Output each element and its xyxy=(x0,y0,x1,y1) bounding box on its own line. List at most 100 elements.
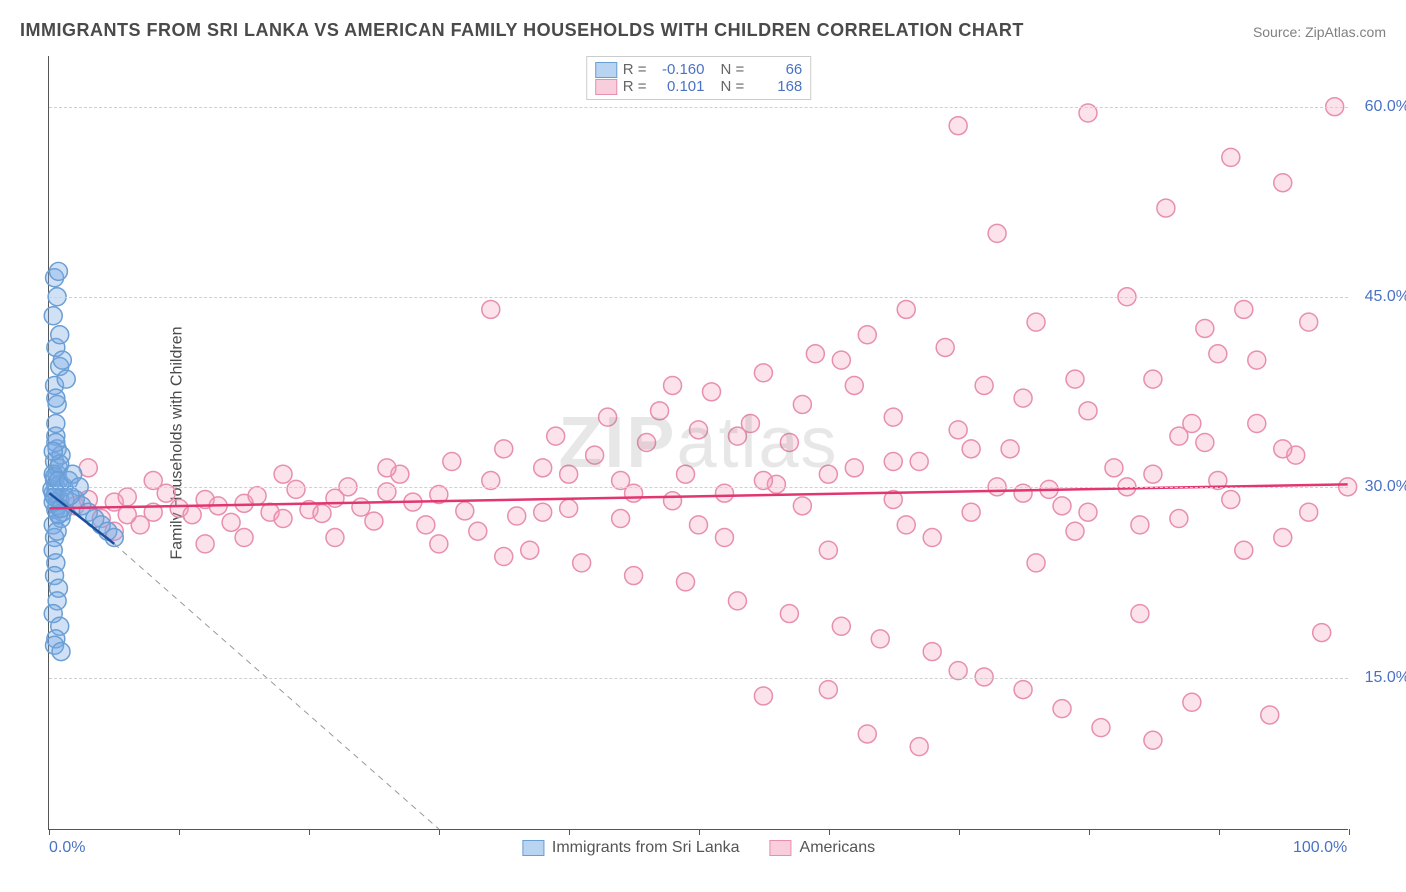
data-point xyxy=(443,453,461,471)
data-point xyxy=(48,522,66,540)
data-point xyxy=(1157,199,1175,217)
data-point xyxy=(274,465,292,483)
data-point xyxy=(47,415,65,433)
data-point xyxy=(728,427,746,445)
x-tick xyxy=(569,829,570,835)
data-point xyxy=(118,506,136,524)
data-point xyxy=(832,351,850,369)
n-label: N = xyxy=(721,78,745,95)
data-point xyxy=(677,465,695,483)
scatter-svg xyxy=(49,56,1348,829)
data-point xyxy=(1300,313,1318,331)
data-point xyxy=(534,459,552,477)
y-tick-label: 30.0% xyxy=(1365,478,1406,496)
data-point xyxy=(599,408,617,426)
data-point xyxy=(1079,402,1097,420)
data-point xyxy=(1079,503,1097,521)
x-tick xyxy=(309,829,310,835)
data-point xyxy=(690,421,708,439)
data-point xyxy=(1066,522,1084,540)
data-point xyxy=(1066,370,1084,388)
data-point xyxy=(1053,497,1071,515)
data-point xyxy=(1222,491,1240,509)
data-point xyxy=(1235,541,1253,559)
data-point xyxy=(858,725,876,743)
data-point xyxy=(664,492,682,510)
data-point xyxy=(910,738,928,756)
n-value-1: 66 xyxy=(750,61,802,78)
data-point xyxy=(417,516,435,534)
data-point xyxy=(1014,389,1032,407)
data-point xyxy=(677,573,695,591)
n-label: N = xyxy=(721,61,745,78)
x-tick xyxy=(959,829,960,835)
r-value-2: 0.101 xyxy=(653,78,705,95)
x-tick xyxy=(49,829,50,835)
data-point xyxy=(235,529,253,547)
data-point xyxy=(754,364,772,382)
x-tick xyxy=(1349,829,1350,835)
data-point xyxy=(651,402,669,420)
data-point xyxy=(1313,624,1331,642)
data-point xyxy=(44,442,62,460)
x-tick xyxy=(699,829,700,835)
x-tick xyxy=(1219,829,1220,835)
data-point xyxy=(61,487,79,505)
data-point xyxy=(183,506,201,524)
data-point xyxy=(1209,345,1227,363)
data-point xyxy=(560,465,578,483)
data-point xyxy=(495,440,513,458)
series-legend: Immigrants from Sri Lanka Americans xyxy=(522,839,875,857)
series-name-2: Americans xyxy=(800,839,876,857)
r-label: R = xyxy=(623,78,647,95)
legend-item-1: Immigrants from Sri Lanka xyxy=(522,839,740,857)
y-tick-label: 60.0% xyxy=(1365,98,1406,116)
data-point xyxy=(1248,415,1266,433)
data-point xyxy=(962,503,980,521)
x-tick-label: 0.0% xyxy=(49,839,85,857)
data-point xyxy=(1027,554,1045,572)
data-point xyxy=(884,408,902,426)
data-point xyxy=(949,117,967,135)
data-point xyxy=(274,510,292,528)
data-point xyxy=(793,395,811,413)
data-point xyxy=(1235,300,1253,318)
data-point xyxy=(352,498,370,516)
data-point xyxy=(1248,351,1266,369)
data-point xyxy=(1183,415,1201,433)
data-point xyxy=(1300,503,1318,521)
data-point xyxy=(573,554,591,572)
data-point xyxy=(897,300,915,318)
data-point xyxy=(923,529,941,547)
data-point xyxy=(949,421,967,439)
data-point xyxy=(49,262,67,280)
data-point xyxy=(508,507,526,525)
data-point xyxy=(313,504,331,522)
data-point xyxy=(521,541,539,559)
data-point xyxy=(871,630,889,648)
series-name-1: Immigrants from Sri Lanka xyxy=(552,839,740,857)
data-point xyxy=(1144,465,1162,483)
data-point xyxy=(1274,440,1292,458)
gridline xyxy=(49,297,1348,298)
data-point xyxy=(1196,319,1214,337)
data-point xyxy=(702,383,720,401)
data-point xyxy=(378,483,396,501)
data-point xyxy=(1053,700,1071,718)
data-point xyxy=(586,446,604,464)
data-point xyxy=(1261,706,1279,724)
data-point xyxy=(1131,516,1149,534)
data-point xyxy=(51,326,69,344)
x-tick xyxy=(829,829,830,835)
data-point xyxy=(715,529,733,547)
data-point xyxy=(806,345,824,363)
data-point xyxy=(53,351,71,369)
data-point xyxy=(1105,459,1123,477)
data-point xyxy=(625,567,643,585)
data-point xyxy=(44,307,62,325)
data-point xyxy=(780,434,798,452)
data-point xyxy=(1092,719,1110,737)
data-point xyxy=(832,617,850,635)
data-point xyxy=(975,376,993,394)
data-point xyxy=(612,510,630,528)
